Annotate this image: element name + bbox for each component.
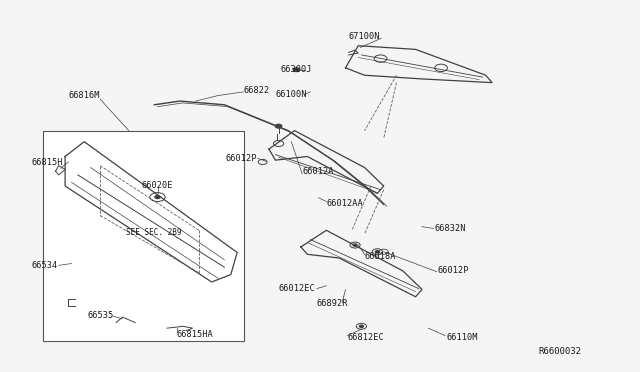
Text: 66012P: 66012P [438,266,469,275]
Text: 66020E: 66020E [141,182,173,190]
Text: 66535: 66535 [88,311,114,320]
Text: 66012P: 66012P [226,154,257,163]
Text: 66012AA: 66012AA [326,199,363,208]
Text: 66815H: 66815H [32,157,63,167]
Text: R6600032: R6600032 [538,347,581,356]
Text: 66018A: 66018A [365,252,396,262]
Text: 66110M: 66110M [446,333,477,342]
Text: 66892R: 66892R [317,299,348,308]
Text: 66822: 66822 [244,86,270,94]
Text: 66012A: 66012A [302,167,333,176]
Text: 66100N: 66100N [275,90,307,99]
Text: 66012EC: 66012EC [278,284,316,293]
Bar [43,131,244,341]
Circle shape [275,124,282,128]
Text: 66815HA: 66815HA [177,330,213,339]
Text: 66816M: 66816M [68,91,100,100]
Circle shape [360,325,364,327]
Circle shape [376,251,380,253]
Text: 66832N: 66832N [435,224,466,233]
Text: 67100N: 67100N [349,32,380,41]
Circle shape [353,244,357,246]
Text: SEE SEC. 2B9: SEE SEC. 2B9 [125,228,181,237]
Circle shape [155,196,160,199]
Text: 66300J: 66300J [280,65,312,74]
Text: 66534: 66534 [32,261,58,270]
Text: 66812EC: 66812EC [348,333,384,342]
Circle shape [293,68,300,71]
